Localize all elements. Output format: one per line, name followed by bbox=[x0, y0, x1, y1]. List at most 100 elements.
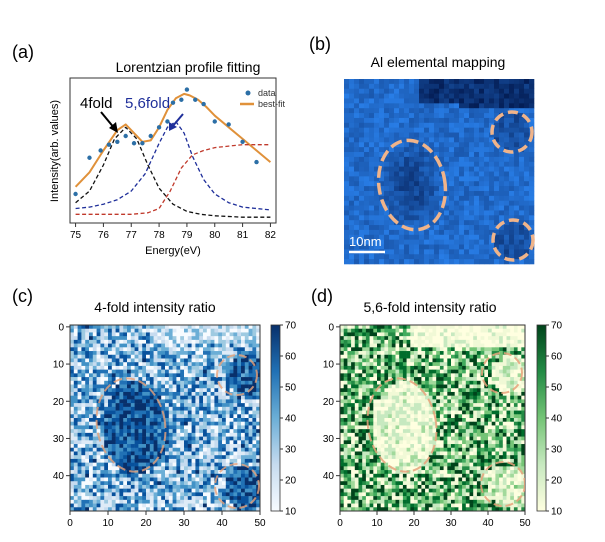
map-pixel bbox=[524, 239, 530, 245]
heatmap-cell bbox=[89, 325, 94, 330]
heatmap-cell bbox=[172, 384, 177, 389]
heatmap-cell bbox=[439, 388, 444, 393]
heatmap-cell bbox=[237, 332, 242, 337]
heatmap-cell bbox=[399, 365, 404, 370]
heatmap-cell bbox=[70, 436, 75, 441]
map-pixel bbox=[359, 244, 365, 250]
heatmap-cell bbox=[146, 336, 151, 341]
map-pixel bbox=[434, 98, 440, 104]
heatmap-cell bbox=[244, 325, 249, 330]
heatmap-cell bbox=[414, 377, 418, 382]
heatmap-cell bbox=[157, 365, 162, 370]
heatmap-cell bbox=[130, 325, 135, 330]
heatmap-cell bbox=[233, 507, 238, 511]
map-pixel bbox=[379, 161, 385, 167]
heatmap-cell bbox=[203, 477, 208, 482]
heatmap-cell bbox=[96, 421, 101, 426]
heatmap-cell bbox=[73, 410, 78, 415]
map-pixel bbox=[449, 190, 455, 197]
heatmap-cell bbox=[138, 440, 143, 445]
heatmap-cell bbox=[187, 369, 192, 374]
heatmap-cell bbox=[100, 414, 105, 419]
heatmap-cell bbox=[399, 347, 404, 352]
heatmap-cell bbox=[218, 436, 223, 441]
heatmap-cell bbox=[81, 440, 86, 445]
heatmap-cell bbox=[458, 354, 463, 359]
map-pixel bbox=[434, 127, 440, 133]
map-pixel bbox=[384, 142, 390, 148]
heatmap-cell bbox=[187, 354, 192, 359]
heatmap-cell bbox=[115, 332, 120, 337]
heatmap-cell bbox=[476, 362, 481, 367]
map-pixel bbox=[504, 234, 510, 240]
region-circle-left-c bbox=[95, 377, 167, 473]
heatmap-cell bbox=[244, 373, 249, 378]
heatmap-cell bbox=[176, 325, 181, 330]
heatmap-cell bbox=[180, 496, 185, 501]
heatmap-cell bbox=[89, 470, 94, 475]
map-pixel bbox=[429, 229, 435, 236]
heatmap-cell bbox=[165, 421, 170, 426]
map-pixel bbox=[419, 166, 425, 172]
heatmap-cell bbox=[469, 365, 474, 370]
heatmap-cell bbox=[184, 477, 189, 482]
map-pixel bbox=[394, 200, 400, 206]
heatmap-cell bbox=[248, 444, 253, 449]
heatmap-cell bbox=[85, 466, 90, 471]
heatmap-cell bbox=[104, 399, 109, 404]
heatmap-cell bbox=[256, 336, 260, 341]
heatmap-cell bbox=[499, 358, 504, 363]
heatmap-cell bbox=[70, 451, 75, 456]
map-pixel bbox=[344, 249, 350, 255]
heatmap-cell bbox=[111, 503, 116, 508]
heatmap-cell bbox=[244, 347, 249, 352]
heatmap-cell bbox=[85, 354, 90, 359]
heatmap-cell bbox=[89, 462, 94, 467]
heatmap-cell bbox=[172, 507, 177, 511]
heatmap-cell bbox=[417, 362, 422, 367]
heatmap-cell bbox=[146, 343, 151, 348]
map-pixel bbox=[484, 156, 490, 163]
heatmap-cell bbox=[229, 399, 234, 404]
heatmap-cell bbox=[218, 499, 223, 504]
map-pixel bbox=[414, 249, 420, 255]
heatmap-cell bbox=[340, 343, 344, 348]
heatmap-cell bbox=[191, 488, 196, 493]
heatmap-cell bbox=[447, 358, 452, 363]
heatmap-cell bbox=[248, 339, 253, 344]
heatmap-cell bbox=[77, 425, 82, 430]
heatmap-cell bbox=[203, 373, 208, 378]
map-pixel bbox=[479, 93, 485, 99]
map-pixel bbox=[414, 83, 420, 90]
heatmap-cell bbox=[252, 421, 257, 426]
map-pixel bbox=[414, 210, 420, 216]
heatmap-cell bbox=[222, 481, 227, 486]
map-pixel bbox=[489, 132, 495, 138]
map-pixel bbox=[504, 190, 510, 197]
heatmap-cell bbox=[502, 336, 507, 341]
heatmap-cell bbox=[451, 358, 455, 363]
heatmap-cell bbox=[130, 462, 135, 467]
heatmap-cell bbox=[153, 325, 158, 330]
map-pixel bbox=[529, 79, 535, 85]
heatmap-cell bbox=[443, 354, 448, 359]
map-pixel bbox=[399, 152, 405, 158]
heatmap-cell bbox=[451, 328, 455, 333]
heatmap-cell bbox=[391, 354, 396, 359]
heatmap-cell bbox=[358, 391, 363, 396]
heatmap-cell bbox=[108, 328, 113, 333]
heatmap-cell bbox=[233, 391, 238, 396]
heatmap-cell bbox=[252, 403, 257, 408]
map-pixel bbox=[449, 254, 455, 260]
heatmap-cell bbox=[443, 362, 448, 367]
map-pixel bbox=[344, 88, 350, 94]
panel-title-a: Lorentzian profile fitting bbox=[116, 59, 261, 75]
heatmap-cell bbox=[358, 388, 363, 393]
heatmap-cell bbox=[252, 432, 257, 437]
heatmap-cell bbox=[447, 388, 452, 393]
map-pixel bbox=[439, 152, 445, 158]
heatmap-cell bbox=[513, 339, 518, 344]
heatmap-cell bbox=[111, 507, 116, 511]
map-pixel bbox=[424, 127, 430, 133]
heatmap-cell bbox=[469, 358, 474, 363]
